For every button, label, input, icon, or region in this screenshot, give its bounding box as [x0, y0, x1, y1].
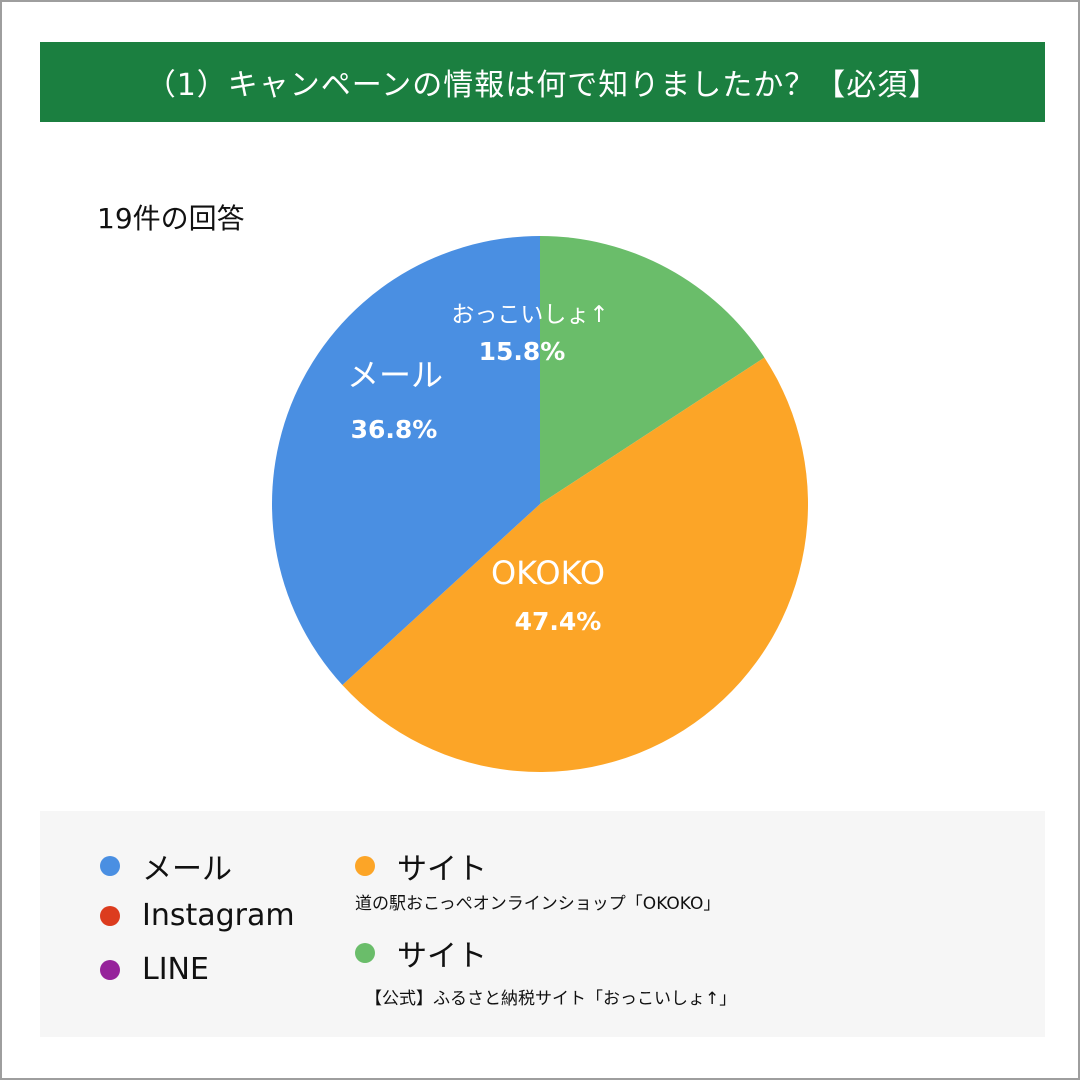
question-title: （1）キャンペーンの情報は何で知りましたか？【必須】: [145, 68, 940, 103]
legend-item-mail: メール: [100, 844, 232, 888]
slice-percent-mail: 36.8%: [351, 415, 438, 444]
response-count: 19件の回答: [97, 202, 245, 235]
slice-name-okoko: OKOKO: [491, 554, 605, 592]
legend-label-line: LINE: [142, 952, 209, 987]
legend-item-okkoisho: サイト: [355, 931, 487, 975]
pie-slice-okoko: [342, 357, 808, 772]
legend-item-line: LINE: [100, 952, 209, 987]
legend-dot-mail: [100, 856, 120, 876]
legend-label-okoko: サイト: [397, 852, 487, 887]
legend-dot-okkoisho: [355, 943, 375, 963]
slice-percent-okoko: 47.4%: [515, 607, 602, 636]
legend-dot-instagram: [100, 905, 120, 926]
legend-dot-line: [100, 959, 120, 980]
question-header: （1）キャンペーンの情報は何で知りましたか？【必須】: [40, 42, 1045, 122]
legend-dot-okoko: [355, 856, 375, 876]
legend-item-okoko: サイト: [355, 844, 487, 888]
pie-slice-mail: [272, 236, 540, 685]
pie-slice-okkoisho: [540, 236, 765, 504]
legend: メール Instagram LINE サイト 道の駅おこっぺオンラインショップ「…: [40, 811, 1045, 1037]
slice-percent-okkoisho: 15.8%: [479, 337, 566, 366]
legend-item-instagram: Instagram: [100, 898, 295, 933]
legend-label-instagram: Instagram: [142, 898, 295, 933]
legend-sublabel-okoko: 道の駅おこっぺオンラインショップ「OKOKO」: [355, 894, 721, 914]
legend-sublabel-okkoisho: 【公式】ふるさと納税サイト「おっこいしょ↑」: [365, 989, 737, 1009]
legend-label-mail: メール: [142, 852, 232, 887]
slice-name-okkoisho: おっこいしょ↑: [451, 302, 608, 328]
slice-name-mail: メール: [347, 356, 443, 394]
legend-label-okkoisho: サイト: [397, 939, 487, 974]
